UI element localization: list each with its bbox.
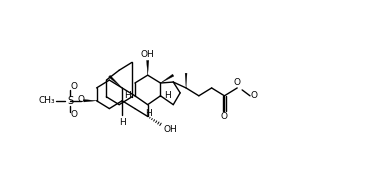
Polygon shape [185,73,187,88]
Text: O: O [251,91,258,100]
Text: OH: OH [163,125,177,134]
Text: S: S [67,96,73,106]
Text: O: O [221,112,228,120]
Text: CH₃: CH₃ [39,96,55,105]
Polygon shape [108,75,122,88]
Polygon shape [160,74,174,83]
Text: H: H [124,91,131,100]
Text: O: O [233,78,240,87]
Text: H: H [164,91,171,100]
Polygon shape [84,99,97,102]
Text: O: O [71,82,78,91]
Text: H: H [145,109,152,118]
Text: O: O [71,110,78,119]
Text: O: O [77,95,84,104]
Text: OH: OH [141,50,155,59]
Polygon shape [147,60,149,75]
Text: H: H [119,118,125,127]
